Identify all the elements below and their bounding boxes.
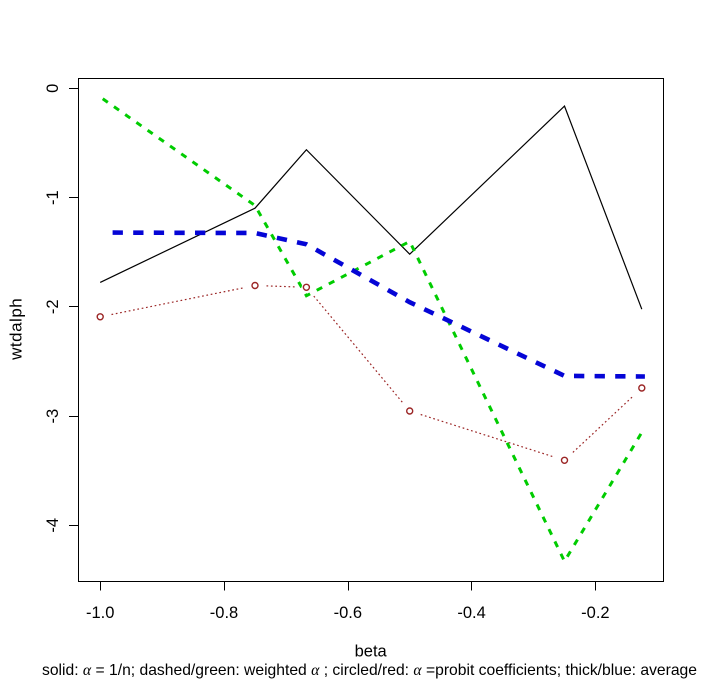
svg-text:-2: -2 <box>44 299 62 314</box>
svg-text:-1: -1 <box>44 190 62 205</box>
svg-text:-0.2: -0.2 <box>581 604 609 622</box>
svg-text:-4: -4 <box>44 518 62 533</box>
svg-text:beta: beta <box>355 642 388 660</box>
svg-text:0: 0 <box>44 84 62 93</box>
svg-text:-0.6: -0.6 <box>334 604 362 622</box>
svg-text:-0.8: -0.8 <box>210 604 238 622</box>
svg-text:wtdalph: wtdalph <box>7 298 26 361</box>
svg-text:-1.0: -1.0 <box>86 604 114 622</box>
svg-text:-0.4: -0.4 <box>457 604 485 622</box>
svg-text:-3: -3 <box>44 409 62 424</box>
svg-text:solid: α = 1/n; dashed/green:: solid: α = 1/n; dashed/green: weighted α… <box>42 662 697 679</box>
